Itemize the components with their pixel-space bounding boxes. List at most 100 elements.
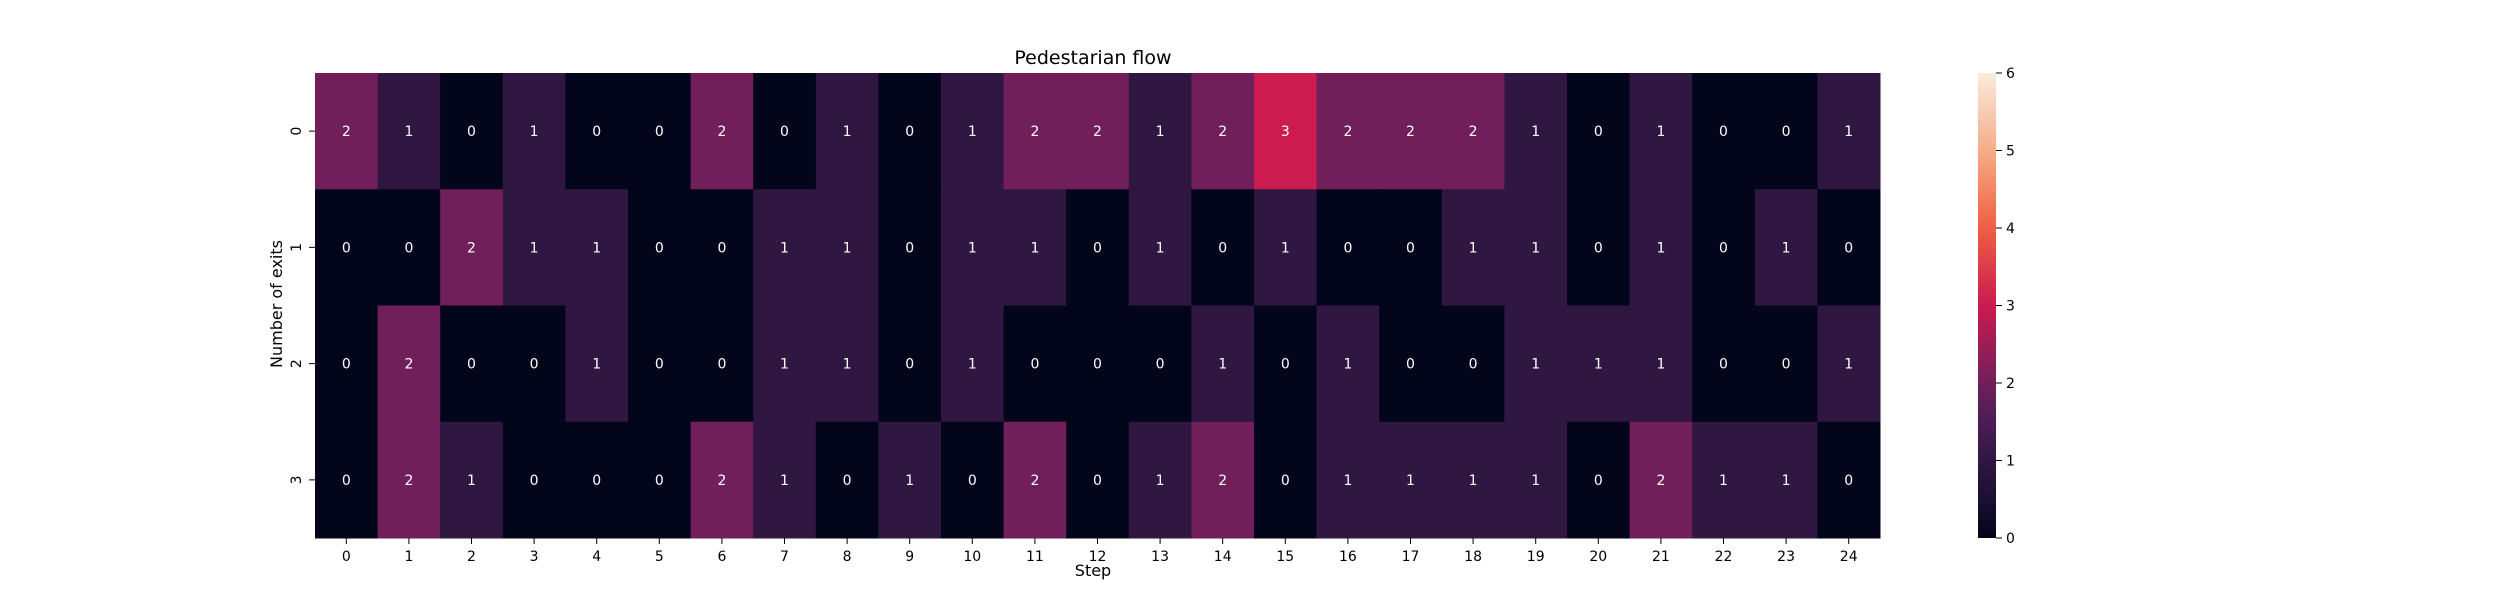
heatmap-cell: [1692, 421, 1756, 539]
cell-value-label: 1: [968, 124, 977, 140]
cell-value-label: 1: [1782, 240, 1791, 256]
heatmap-cell: [1817, 305, 1881, 423]
heatmap-cell: [1567, 73, 1631, 190]
cell-value-label: 0: [905, 357, 914, 373]
colorbar-tick-label: 6: [2006, 66, 2015, 82]
chart-title: Pedestarian flow: [1014, 47, 1171, 69]
heatmap-cell: [628, 189, 692, 306]
x-tick-label: 2: [467, 549, 476, 565]
cell-value-label: 1: [1531, 357, 1540, 373]
heatmap-cell: [1066, 189, 1130, 306]
cell-value-label: 0: [1719, 240, 1728, 256]
heatmap-cell: [878, 421, 942, 539]
heatmap-cell: [1629, 421, 1693, 539]
cell-value-label: 1: [843, 240, 852, 256]
cell-value-label: 2: [467, 240, 476, 256]
heatmap-cell: [502, 73, 566, 190]
x-tick-label: 5: [655, 549, 664, 565]
heatmap-cell: [690, 73, 754, 190]
cell-value-label: 1: [1156, 473, 1165, 489]
cell-value-label: 0: [1406, 357, 1415, 373]
heatmap-cell: [941, 189, 1005, 306]
heatmap-cell: [377, 73, 441, 190]
cell-value-label: 1: [1594, 357, 1603, 373]
heatmap-cell: [1128, 305, 1192, 423]
heatmap-cell: [941, 421, 1005, 539]
heatmap-cell: [1003, 189, 1067, 306]
heatmap-cell: [1817, 421, 1881, 539]
heatmap-cell: [690, 189, 754, 306]
cell-value-label: 0: [1343, 240, 1352, 256]
heatmap-cell: [941, 305, 1005, 423]
heatmap-cell: [1441, 421, 1505, 539]
heatmap-cell: [1504, 305, 1568, 423]
heatmap-cell: [1817, 189, 1881, 306]
heatmap-cell: [1379, 189, 1443, 306]
cell-value-label: 0: [530, 473, 539, 489]
cell-value-label: 1: [1656, 357, 1665, 373]
cell-value-label: 0: [1093, 357, 1102, 373]
cell-value-label: 0: [1594, 240, 1603, 256]
cell-value-label: 1: [968, 357, 977, 373]
heatmap-cell: [1191, 421, 1255, 539]
colorbar-tick-label: 3: [2006, 299, 2015, 315]
heatmap-cell: [1003, 421, 1067, 539]
y-tick-label: 1: [289, 243, 305, 252]
heatmap-cell: [1066, 305, 1130, 423]
heatmap-cell: [1191, 305, 1255, 423]
colorbar-tick-label: 5: [2006, 144, 2015, 160]
heatmap-cell: [1379, 305, 1443, 423]
cell-value-label: 0: [342, 473, 351, 489]
heatmap-cell: [753, 421, 817, 539]
heatmap-cell: [315, 305, 379, 423]
cell-value-label: 1: [1218, 357, 1227, 373]
heatmap-cell: [1754, 189, 1818, 306]
heatmap-cell: [878, 189, 942, 306]
cell-value-label: 1: [592, 240, 601, 256]
cell-value-label: 0: [1281, 473, 1290, 489]
cell-value-label: 0: [467, 357, 476, 373]
cell-value-label: 0: [843, 473, 852, 489]
cell-value-label: 1: [1343, 357, 1352, 373]
cell-value-label: 0: [342, 357, 351, 373]
heatmap-cell: [1066, 421, 1130, 539]
heatmap-cell: [690, 421, 754, 539]
x-tick-label: 10: [963, 549, 981, 565]
cell-value-label: 0: [530, 357, 539, 373]
heatmap-cell: [815, 73, 879, 190]
cell-value-label: 0: [1406, 240, 1415, 256]
cell-value-label: 0: [1782, 357, 1791, 373]
heatmap-cell: [1567, 189, 1631, 306]
cell-value-label: 1: [1030, 240, 1039, 256]
cell-value-label: 1: [1531, 473, 1540, 489]
heatmap-cell: [502, 421, 566, 539]
cell-value-label: 1: [1406, 473, 1415, 489]
heatmap-cells: 2 1 0 1 0 0 2 0 1 0 1 2 2 1 2 3 2 2 2 1 0 1 0 0 1 0 0 2 1 1 0 0 1 1 0 1 1 0 1 0…: [315, 73, 1881, 539]
heatmap-cell: [628, 305, 692, 423]
cell-value-label: 2: [1406, 124, 1415, 140]
heatmap-cell: [1504, 421, 1568, 539]
heatmap-cell: [628, 73, 692, 190]
cell-value-label: 1: [905, 473, 914, 489]
cell-value-label: 1: [1719, 473, 1728, 489]
x-tick-label: 0: [342, 549, 351, 565]
cell-value-label: 1: [780, 473, 789, 489]
cell-value-label: 3: [1281, 124, 1290, 140]
cell-value-label: 1: [1656, 240, 1665, 256]
x-tick-label: 22: [1715, 549, 1733, 565]
y-axis-label: Number of exits: [267, 240, 286, 368]
x-tick-label: 16: [1339, 549, 1357, 565]
x-tick-label: 6: [717, 549, 726, 565]
cell-value-label: 1: [1469, 473, 1478, 489]
y-tick-label: 3: [289, 475, 305, 484]
cell-value-label: 2: [404, 473, 413, 489]
cell-value-label: 1: [780, 357, 789, 373]
colorbar: [1978, 73, 1996, 538]
heatmap-cell: [1441, 305, 1505, 423]
cell-value-label: 0: [1594, 124, 1603, 140]
cell-value-label: 0: [1218, 240, 1227, 256]
heatmap-cell: [1254, 73, 1318, 190]
cell-value-label: 0: [1469, 357, 1478, 373]
heatmap-cell: [1128, 73, 1192, 190]
cell-value-label: 0: [655, 473, 664, 489]
